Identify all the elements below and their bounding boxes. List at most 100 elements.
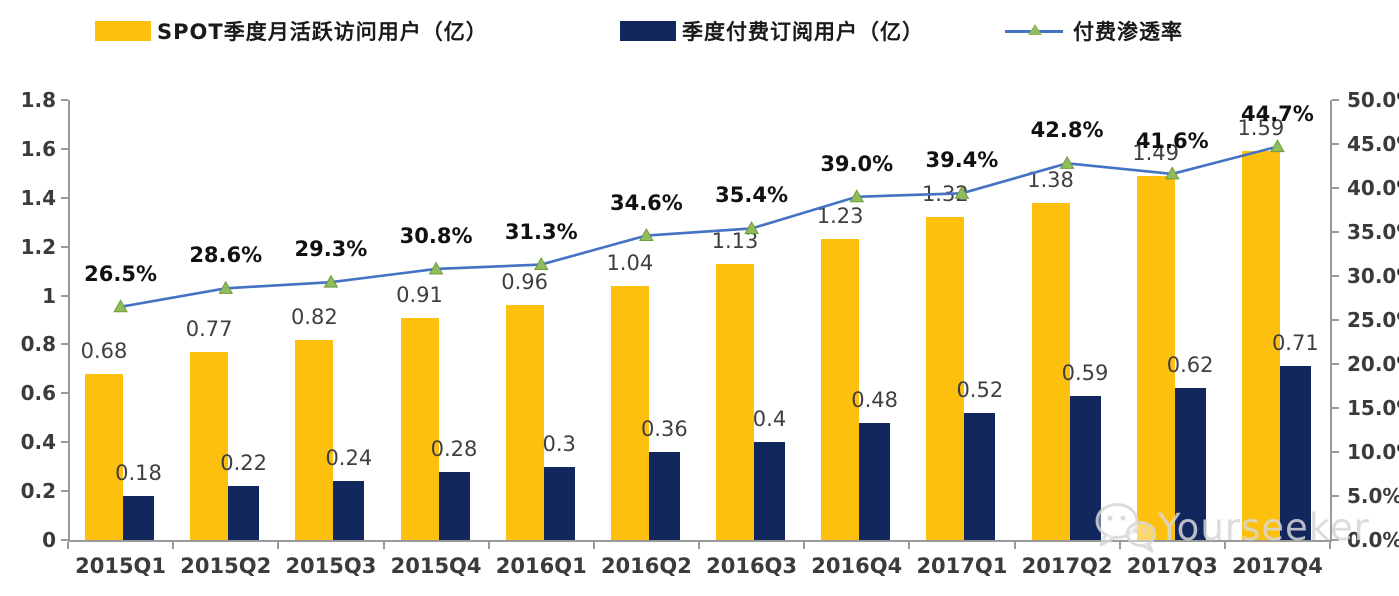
- legend-triangle-marker-icon: [1028, 23, 1042, 35]
- bar-label-mau: 1.59: [1237, 116, 1285, 141]
- y-axis-left-label: 1.4: [20, 185, 56, 210]
- triangle-marker-icon: [533, 257, 549, 271]
- legend-label-mau: SPOT季度月活跃访问用户（亿）: [157, 20, 488, 44]
- penetration-label: 34.6%: [609, 190, 683, 215]
- x-axis-label: 2016Q2: [600, 554, 692, 578]
- bar-label-mau: 0.68: [80, 338, 128, 363]
- y-axis-left-tick: [61, 441, 68, 444]
- watermark-text: Yourseeker: [1158, 505, 1370, 549]
- bar-subs: [333, 481, 365, 540]
- penetration-label: 26.5%: [84, 261, 157, 286]
- triangle-marker-icon: [1059, 155, 1075, 169]
- bar-label-subs: 0.22: [220, 451, 268, 476]
- y-axis-right-label: 30.0%: [1347, 264, 1399, 288]
- x-axis-label: 2015Q3: [285, 554, 377, 578]
- bar-subs: [543, 466, 575, 540]
- bar-mau: [610, 285, 649, 540]
- legend-swatch-subs: [620, 21, 676, 41]
- bar-label-subs: 0.36: [640, 417, 688, 441]
- y-axis-left-label: 0.6: [20, 381, 56, 406]
- x-axis-tick: [908, 542, 911, 549]
- bar-label-subs: 0.18: [115, 461, 162, 485]
- bar-label-mau: 0.77: [185, 316, 233, 341]
- x-axis-label: 2015Q4: [390, 554, 482, 578]
- bar-subs: [1174, 388, 1206, 540]
- x-axis-label: 2016Q3: [706, 554, 798, 578]
- x-axis-tick: [698, 542, 700, 549]
- x-axis: [68, 540, 1332, 542]
- y-axis-left-tick: [61, 392, 68, 395]
- triangle-marker-icon: [113, 299, 128, 313]
- x-axis-tick: [67, 542, 69, 549]
- bar-label-subs: 0.28: [430, 436, 478, 461]
- penetration-label: 28.6%: [189, 243, 263, 268]
- y-axis-right-tick: [1332, 539, 1339, 541]
- y-axis-left-label: 0.2: [20, 479, 56, 504]
- y-axis-left-label: 1: [42, 283, 56, 308]
- x-axis-tick: [172, 542, 175, 549]
- y-axis-left-tick: [61, 147, 68, 150]
- y-axis-right-label: 15.0%: [1347, 396, 1399, 420]
- y-axis-right-label: 25.0%: [1347, 308, 1399, 332]
- y-axis-left-tick: [61, 539, 68, 541]
- penetration-label: 31.3%: [504, 219, 578, 244]
- bar-subs: [123, 496, 154, 540]
- penetration-label: 29.3%: [294, 237, 368, 262]
- bar-mau: [400, 317, 439, 540]
- triangle-marker-icon: [1270, 139, 1285, 153]
- legend-swatch-mau: [95, 21, 151, 41]
- x-axis-label: 2015Q2: [180, 554, 272, 578]
- wechat-icon: [1095, 503, 1156, 553]
- penetration-label: 30.8%: [399, 223, 473, 248]
- bar-label-mau: 1.23: [816, 204, 864, 229]
- bar-label-mau: 0.91: [396, 282, 443, 307]
- y-axis-left-label: 1.6: [20, 136, 56, 161]
- penetration-label: 44.7%: [1240, 101, 1314, 126]
- y-axis-left-label: 1.8: [20, 88, 56, 112]
- y-axis-right-tick: [1332, 495, 1339, 497]
- watermark: Yourseeker: [1092, 498, 1370, 556]
- bar-label-subs: 0.71: [1271, 331, 1319, 356]
- x-axis-tick: [1223, 542, 1226, 549]
- bar-mau: [295, 339, 334, 540]
- y-axis-right-tick: [1332, 363, 1339, 365]
- y-axis-right-tick: [1332, 231, 1339, 233]
- penetration-label: 39.0%: [820, 151, 894, 176]
- y-axis-left-tick: [61, 245, 68, 248]
- legend-item-penetration: 付费渗透率: [1005, 16, 1183, 46]
- x-axis-tick: [592, 542, 595, 549]
- x-axis-tick: [1118, 542, 1121, 549]
- legend-line-sample: [1005, 23, 1063, 35]
- bar-label-mau: 1.04: [606, 250, 654, 275]
- x-axis-label: 2015Q1: [75, 554, 167, 578]
- x-axis-tick: [1013, 542, 1016, 549]
- legend-label-penetration: 付费渗透率: [1073, 20, 1183, 44]
- bar-label-mau: 1.38: [1027, 167, 1074, 192]
- y-axis-right-tick: [1332, 451, 1339, 453]
- x-axis-label: 2016Q1: [495, 554, 587, 578]
- bar-subs: [1279, 366, 1311, 540]
- y-axis-right-label: 20.0%: [1347, 352, 1399, 376]
- y-axis-right-label: 50.0%: [1347, 88, 1399, 112]
- x-axis-label: 2017Q3: [1126, 554, 1218, 578]
- y-axis-left-label: 1.2: [20, 234, 56, 259]
- bar-label-mau: 1.32: [921, 182, 969, 207]
- y-axis-right-tick: [1332, 407, 1339, 409]
- bar-mau: [505, 305, 544, 540]
- bar-label-subs: 0.52: [956, 377, 1004, 402]
- legend-label-subs: 季度付费订阅用户（亿）: [682, 20, 924, 44]
- bar-subs: [228, 486, 260, 540]
- y-axis-left-label: 0.4: [20, 430, 56, 455]
- y-axis-right-tick: [1332, 187, 1339, 189]
- x-axis-tick: [277, 542, 280, 549]
- y-axis-left-tick: [61, 196, 68, 199]
- penetration-line-path: [120, 145, 1278, 309]
- legend-item-mau: SPOT季度月活跃访问用户（亿）: [95, 16, 488, 46]
- bar-subs: [964, 412, 996, 540]
- y-axis-right-label: 40.0%: [1347, 176, 1399, 200]
- y-axis-right-tick: [1332, 275, 1339, 277]
- y-axis-right-label: 0.0%: [1347, 528, 1399, 552]
- y-axis-right-tick: [1332, 99, 1339, 101]
- bar-label-subs: 0.24: [325, 446, 373, 471]
